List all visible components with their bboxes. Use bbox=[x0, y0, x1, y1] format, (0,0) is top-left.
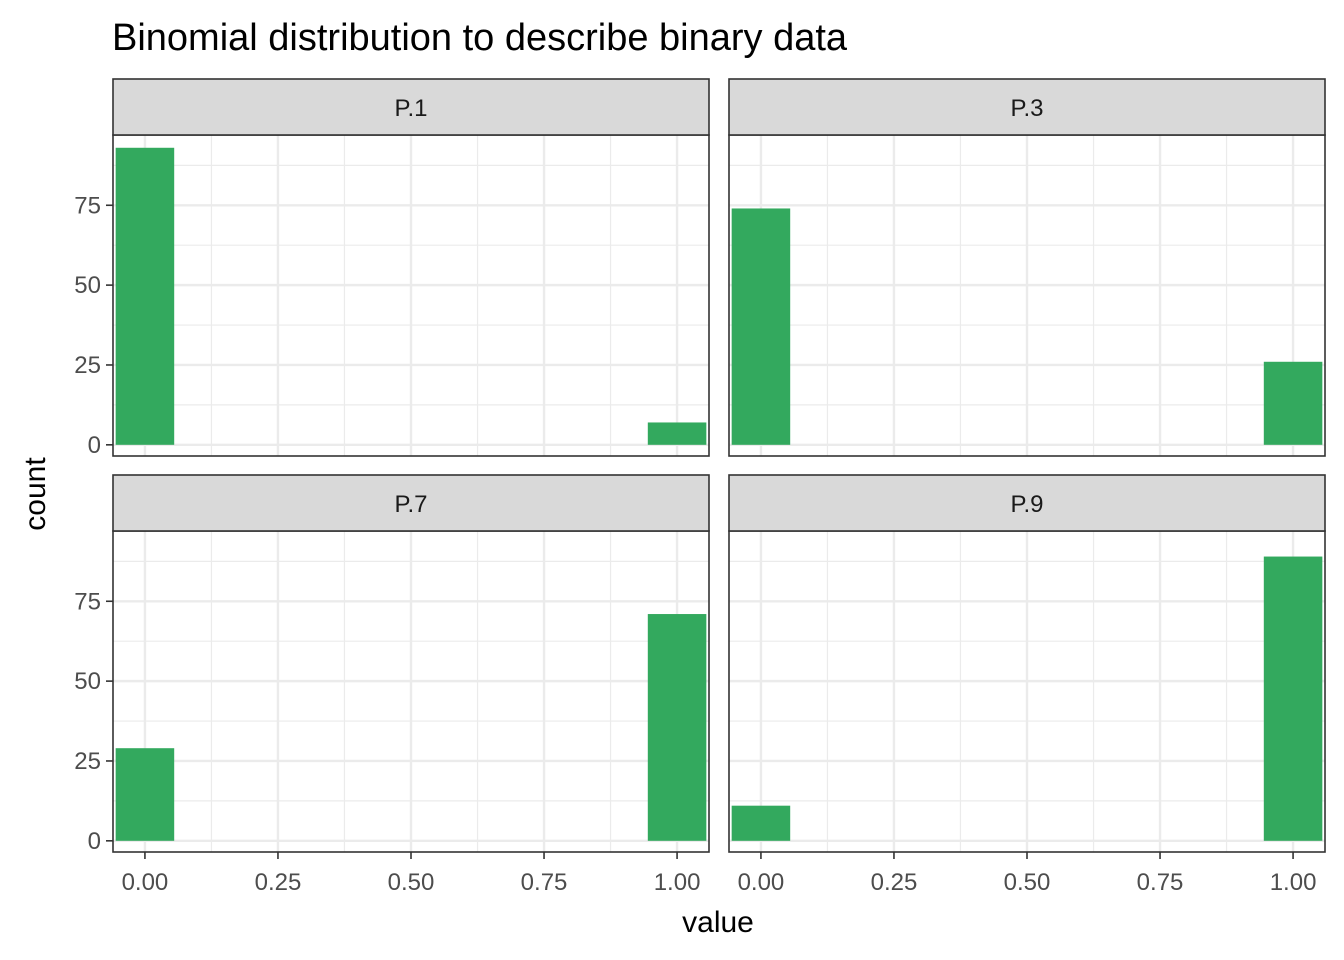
y-tick-label: 50 bbox=[74, 668, 101, 695]
y-tick-label: 0 bbox=[88, 828, 101, 855]
y-tick-label: 25 bbox=[74, 352, 101, 379]
bar-p-7-value-1 bbox=[647, 614, 707, 841]
bar-p-9-value-1 bbox=[1263, 556, 1323, 841]
y-axis-title: count bbox=[19, 457, 52, 531]
facet-strip-label: P.3 bbox=[1011, 95, 1044, 122]
facet-strip-label: P.1 bbox=[395, 95, 428, 122]
bar-p-1-value-1 bbox=[647, 422, 707, 445]
x-tick-label: 0.50 bbox=[388, 869, 435, 896]
x-tick-label: 0.00 bbox=[122, 869, 169, 896]
y-tick-label: 25 bbox=[74, 748, 101, 775]
facet-strip bbox=[728, 78, 1326, 136]
facet-p-1: P.1 0 25 50 75 bbox=[74, 78, 710, 459]
facet-strip bbox=[112, 474, 710, 532]
chart-title: Binomial distribution to describe binary… bbox=[112, 17, 848, 59]
facet-strip bbox=[112, 78, 710, 136]
x-tick-label: 0.75 bbox=[521, 869, 568, 896]
x-tick-label: 0.25 bbox=[871, 869, 918, 896]
x-tick-label: 0.25 bbox=[255, 869, 302, 896]
bar-p-9-value-0 bbox=[731, 805, 791, 841]
bar-p-7-value-0 bbox=[115, 748, 175, 841]
y-tick-label: 75 bbox=[74, 588, 101, 615]
facet-p-3: P.3 bbox=[728, 78, 1326, 457]
y-tick-label: 75 bbox=[74, 192, 101, 219]
x-tick-label: 1.00 bbox=[654, 869, 701, 896]
x-tick-label: 0.50 bbox=[1004, 869, 1051, 896]
x-tick-label: 0.75 bbox=[1137, 869, 1184, 896]
bar-p-1-value-0 bbox=[115, 147, 175, 445]
facet-p-9: P.9 0.00 0.25 0.50 0.75 1.00 bbox=[728, 474, 1326, 896]
bar-p-3-value-1 bbox=[1263, 361, 1323, 445]
y-tick-label: 50 bbox=[74, 272, 101, 299]
facet-strip-label: P.9 bbox=[1011, 491, 1044, 518]
x-tick-label: 1.00 bbox=[1270, 869, 1317, 896]
facet-grid: P.1 0 25 50 75 P.3 P.7 0 25 50 75 0.00 0.25 0.50 0.75 1… bbox=[74, 78, 1326, 896]
facet-strip bbox=[728, 474, 1326, 532]
facet-strip-label: P.7 bbox=[395, 491, 428, 518]
bar-p-3-value-0 bbox=[731, 208, 791, 445]
y-tick-label: 0 bbox=[88, 432, 101, 459]
x-tick-label: 0.00 bbox=[738, 869, 785, 896]
x-axis-title: value bbox=[682, 906, 754, 939]
facet-p-7: P.7 0 25 50 75 0.00 0.25 0.50 0.75 1.00 bbox=[74, 474, 710, 896]
